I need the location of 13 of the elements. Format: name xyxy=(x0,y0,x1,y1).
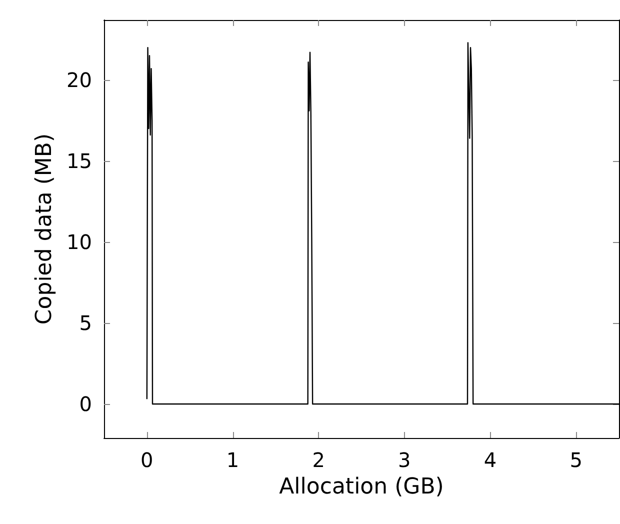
y-axis-title: Copied data (MB) xyxy=(32,133,58,325)
y-tick-label: 0 xyxy=(79,392,92,416)
x-tick-label: 0 xyxy=(140,448,154,472)
x-tick-label: 2 xyxy=(312,448,325,472)
x-axis-title: Allocation (GB) xyxy=(279,474,444,500)
x-tick-label: 3 xyxy=(398,448,411,472)
x-tick-label: 1 xyxy=(226,448,240,472)
y-tick-label: 10 xyxy=(66,230,92,254)
y-tick-label: 20 xyxy=(66,68,92,92)
x-tick-label: 5 xyxy=(570,448,582,472)
y-tick-label: 15 xyxy=(66,148,92,173)
y-tick-label: 5 xyxy=(79,310,92,335)
x-tick-label: 4 xyxy=(484,448,497,472)
